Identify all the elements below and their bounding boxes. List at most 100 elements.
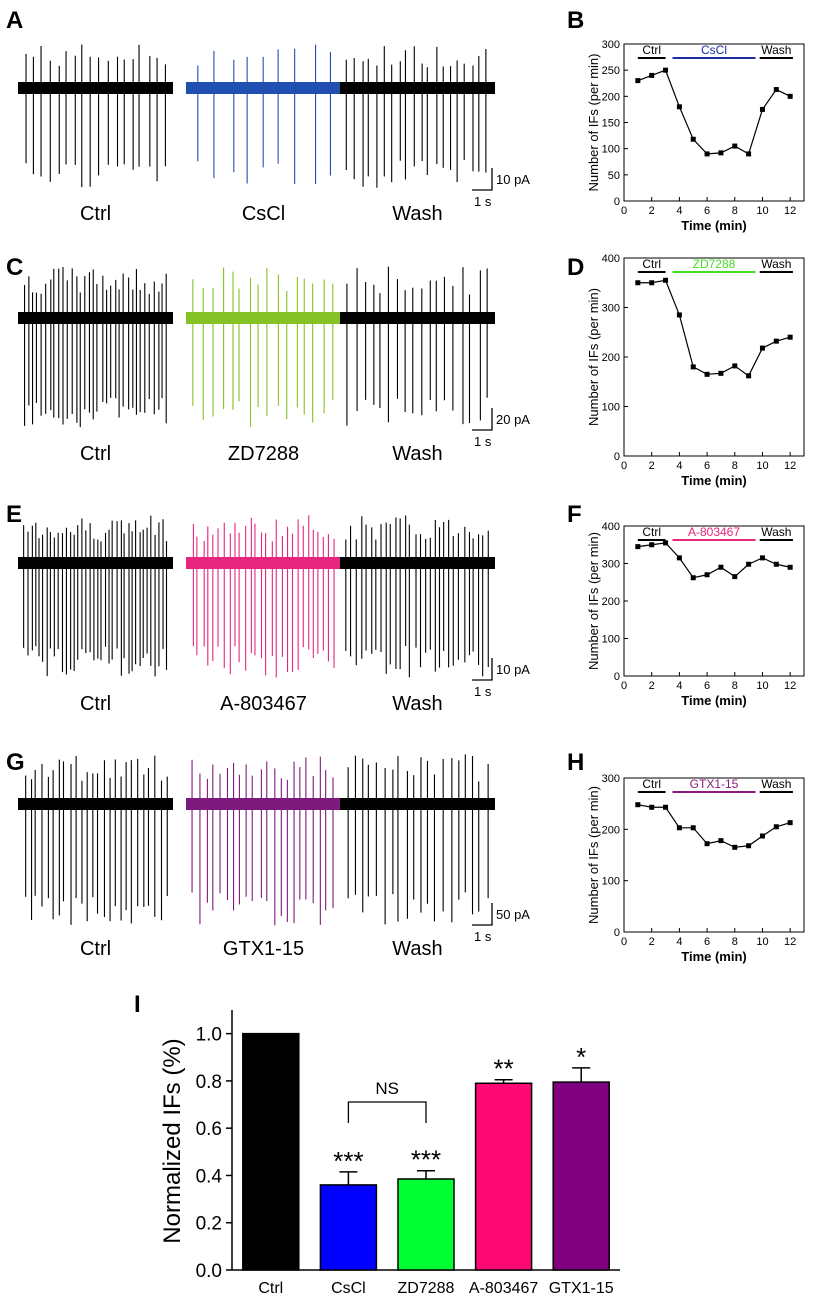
x-tick-label: 2 (649, 460, 655, 472)
trace-baseline (340, 312, 495, 324)
condition-bar-label: Wash (761, 43, 791, 57)
data-point (787, 564, 793, 570)
condition-bar-label: A-803467 (688, 525, 740, 539)
x-tick-label: 6 (704, 936, 710, 948)
comparison-bracket (347, 1101, 427, 1123)
condition-label: CsCl (242, 203, 285, 225)
data-point (718, 370, 724, 376)
scale-bar-e: 10 pA 1 s (472, 658, 530, 699)
condition-label: Wash (392, 938, 442, 960)
y-tick-label: 400 (602, 253, 620, 265)
x-tick-label: 2 (649, 680, 655, 692)
scale-current-label: 10 pA (496, 172, 530, 187)
data-point (732, 574, 738, 580)
trace-g-1 (18, 755, 173, 925)
scale-bar-g: 50 pA 1 s (472, 903, 530, 944)
data-point (704, 371, 710, 377)
data-point (773, 561, 779, 567)
data-point (690, 825, 696, 831)
y-tick-label: 200 (602, 91, 620, 103)
x-tick-label: 4 (676, 205, 682, 217)
y-tick-label: 0.0 (196, 1261, 222, 1282)
y-tick-label: 200 (602, 824, 620, 836)
x-tick-label: 10 (756, 460, 768, 472)
trace-baseline (340, 82, 495, 94)
bar-cscl (319, 1184, 378, 1271)
condition-label: Wash (392, 693, 442, 715)
condition-label: Ctrl (80, 938, 111, 960)
panel-letter-a: A (6, 7, 23, 34)
plot-frame (623, 777, 805, 933)
data-point (704, 841, 710, 847)
y-tick-label: 0 (614, 927, 620, 939)
category-label: GTX1-15 (549, 1280, 614, 1297)
condition-bar-label: Wash (761, 257, 791, 271)
plot-frame (623, 43, 805, 202)
x-tick-label: 12 (784, 460, 796, 472)
data-point (759, 345, 765, 351)
trace-c-3 (340, 266, 495, 426)
y-tick-label: 0.8 (196, 1072, 222, 1093)
data-point (663, 277, 669, 283)
data-point (635, 544, 641, 550)
trace-baseline (186, 798, 341, 810)
plot-frame (623, 257, 805, 457)
scale-bar-lines (472, 903, 493, 926)
significance-label: *** (411, 1145, 441, 1175)
x-tick-label: 4 (676, 680, 682, 692)
data-point (718, 838, 724, 844)
condition-label: Ctrl (80, 203, 111, 225)
scale-current-label: 50 pA (496, 907, 530, 922)
data-point (676, 555, 682, 561)
y-tick-label: 100 (602, 402, 620, 414)
panel-letter-f: F (567, 501, 582, 528)
y-axis-title: Normalized IFs (%) (159, 1038, 186, 1243)
trace-a-1 (18, 44, 173, 188)
condition-bar-label: Ctrl (642, 257, 661, 271)
bar-a-803467 (474, 1082, 533, 1271)
panel-letter-b: B (567, 7, 584, 34)
series-line (637, 69, 791, 155)
x-tick-label: 4 (676, 460, 682, 472)
trace-baseline (340, 798, 495, 810)
condition-label: Ctrl (80, 693, 111, 715)
y-tick-label: 1.0 (196, 1025, 222, 1046)
x-tick-label: 10 (756, 205, 768, 217)
scale-time-label: 1 s (474, 194, 492, 209)
plot-frame (623, 525, 805, 677)
bar-zd7288 (397, 1178, 455, 1271)
x-tick-label: 10 (756, 936, 768, 948)
timecourse-chart-b: 0 2 4 6 8 10 12 0 50 100 150 200 250 300 Time (min) Num… (586, 39, 805, 233)
y-tick-label: 0.2 (196, 1214, 222, 1235)
y-tick-label: 200 (602, 352, 620, 364)
data-point (787, 820, 793, 826)
x-axis-title: Time (min) (681, 218, 747, 233)
trace-e-3 (340, 515, 495, 678)
timecourse-chart-d: 0 2 4 6 8 10 12 0 100 200 300 400 Time (min) Number o… (586, 253, 805, 488)
data-point (746, 151, 752, 157)
panel-letter-c: C (6, 254, 23, 281)
data-point (718, 150, 724, 156)
data-point (649, 280, 655, 286)
x-tick-label: 6 (704, 205, 710, 217)
y-axis-title: Number of IFs (per min) (586, 532, 601, 670)
y-tick-label: 300 (602, 303, 620, 315)
x-tick-label: 8 (732, 936, 738, 948)
data-point (746, 561, 752, 567)
data-point (635, 802, 641, 808)
y-tick-label: 0 (614, 196, 620, 208)
significance-label: ** (493, 1054, 513, 1084)
significance-label: * (576, 1042, 586, 1072)
condition-label: Wash (392, 203, 442, 225)
condition-bar-label: Ctrl (642, 777, 661, 791)
category-label: A-803467 (469, 1280, 538, 1297)
bar-ctrl (242, 1032, 300, 1271)
y-axis-title: Number of IFs (per min) (586, 54, 601, 192)
y-axis-title: Number of IFs (per min) (586, 288, 601, 426)
y-tick-label: 100 (602, 634, 620, 646)
scale-time-label: 1 s (474, 684, 492, 699)
data-point (773, 824, 779, 830)
data-point (649, 804, 655, 810)
trace-baseline (18, 557, 173, 569)
data-point (732, 143, 738, 149)
